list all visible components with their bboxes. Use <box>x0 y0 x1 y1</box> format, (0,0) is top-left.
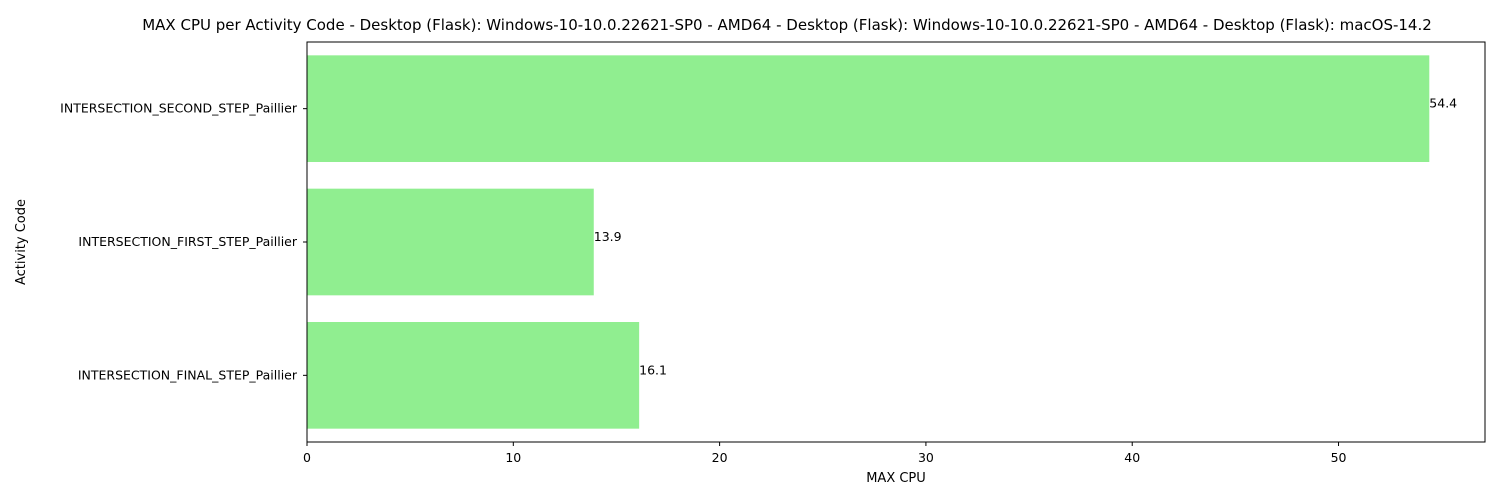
x-tick-label: 40 <box>1124 450 1140 465</box>
y-tick-label: INTERSECTION_FINAL_STEP_Paillier <box>78 367 298 382</box>
chart-title: MAX CPU per Activity Code - Desktop (Fla… <box>142 16 1432 34</box>
x-axis-label: MAX CPU <box>866 471 926 486</box>
data-label: 13.9 <box>594 229 622 244</box>
y-tick-label: INTERSECTION_FIRST_STEP_Paillier <box>78 234 297 249</box>
bars-group <box>307 55 1430 429</box>
x-axis-ticks: 0 10 20 30 40 50 <box>303 442 1347 465</box>
y-axis-label: Activity Code <box>14 199 29 285</box>
x-tick-label: 30 <box>918 450 934 465</box>
bar <box>307 322 640 429</box>
y-tick-label: INTERSECTION_SECOND_STEP_Paillier <box>60 101 298 116</box>
x-tick-label: 20 <box>712 450 728 465</box>
x-tick-label: 0 <box>303 450 311 465</box>
plot-frame <box>306 41 1486 443</box>
bar <box>307 188 594 296</box>
x-tick-label: 50 <box>1331 450 1347 465</box>
bar <box>307 55 1430 163</box>
x-tick-label: 10 <box>505 450 521 465</box>
data-labels-group: 54.4 13.9 16.1 <box>594 96 1457 378</box>
y-axis-ticks: INTERSECTION_SECOND_STEP_Paillier INTERSE… <box>60 101 307 382</box>
data-label: 16.1 <box>639 362 667 377</box>
data-label: 54.4 <box>1429 96 1457 111</box>
